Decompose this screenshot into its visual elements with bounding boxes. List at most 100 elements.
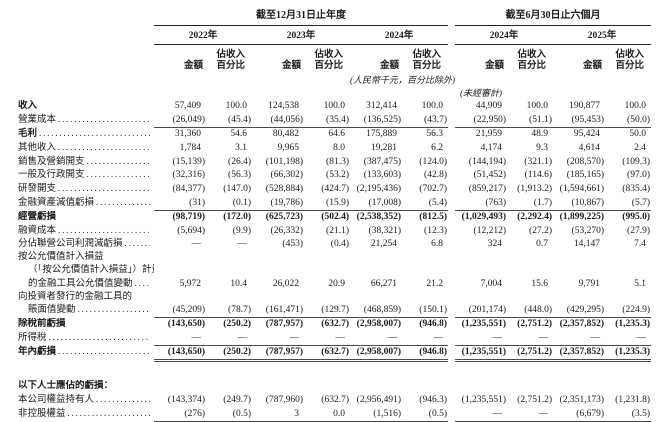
cell-value: (185,165): [566, 170, 604, 181]
cell-value: (1,235.3): [615, 319, 650, 330]
column-gap: [448, 264, 455, 277]
cell-value: —: [455, 406, 507, 422]
cell-value: [553, 264, 605, 277]
cell-value: (2,538,352): [356, 211, 401, 222]
cell-value: (27.9): [627, 225, 650, 236]
cell-value: [553, 251, 605, 264]
cell-value: 0.0: [304, 406, 350, 422]
cell-value: (143,374): [167, 394, 205, 405]
cell-value: —: [304, 331, 350, 346]
cell-value: (53,270): [571, 225, 604, 236]
cell-value: 21.2: [426, 278, 443, 289]
cell-value: (2,751.2): [517, 394, 552, 405]
cell-value: (50.0): [605, 112, 651, 128]
cell-value: 19,281: [370, 142, 397, 153]
cell-value: 57,409: [174, 101, 201, 111]
row-label: （「按公允價值計入損益」）計量: [28, 265, 154, 276]
cell-value: (78.7): [206, 303, 252, 319]
period-group-annual: 截至12月31日止年度: [154, 10, 448, 26]
cell-value: [507, 380, 553, 393]
cell-value: 14,147: [573, 239, 600, 250]
row-label: 研發開支: [18, 182, 154, 196]
spacer-cell: [18, 361, 651, 381]
cell-value: —: [206, 331, 252, 346]
year-column-2024-interim: 2024年: [455, 25, 553, 45]
cell-value: (429,295): [553, 303, 605, 319]
column-gap: [448, 155, 455, 169]
cell-value: 100.0: [624, 101, 646, 111]
cell-value: (66,302): [270, 170, 303, 181]
cell-value: (1,594,661): [559, 184, 604, 195]
cell-value: [252, 380, 304, 393]
column-gap: [448, 251, 455, 264]
cell-value: [252, 264, 304, 277]
cell-value: [206, 291, 252, 304]
table-row: （「按公允價值計入損益」）計量: [18, 264, 651, 277]
cell-value: 80,482: [272, 129, 299, 140]
cell-value: 44,909: [475, 101, 502, 111]
cell-value: (448.0): [507, 303, 553, 319]
dot-leader: [96, 196, 150, 208]
cell-value: [455, 380, 507, 393]
period-group-interim: 截至6月30日止六個月: [455, 10, 651, 26]
cell-value: 9,965: [277, 142, 299, 153]
table-row: 賬面值變動(45,209)(78.7)(161,471)(129.7)(468,…: [18, 303, 651, 319]
cell-value: (19,786): [252, 196, 304, 211]
cell-value: (224.9): [605, 303, 651, 319]
cell-value: (26,332): [270, 225, 303, 236]
cell-value: [350, 380, 402, 393]
cell-value: (35.4): [304, 112, 350, 128]
table-header: 截至12月31日止年度 截至6月30日止六個月 2022年 2023年 2024…: [18, 10, 651, 100]
cell-value: (2,958,007): [350, 345, 402, 363]
cell-value: (15,139): [172, 156, 205, 167]
cell-value: 100.0: [526, 101, 548, 111]
cell-value: —: [402, 331, 448, 346]
row-label: 毛利: [18, 127, 154, 141]
row-label: 向投資者發行的金融工具的: [18, 291, 133, 302]
table-row: 經營虧損 (98,719) (172.0) (625,723) (502.4) (2,53…: [18, 210, 651, 223]
cell-value: (1,231.8): [615, 394, 650, 405]
cell-value: (1,913.2): [517, 184, 552, 195]
dot-leader: [87, 168, 150, 180]
cell-value: (2,956,491): [356, 394, 401, 405]
cell-value: [350, 291, 402, 304]
cell-value: (787,957): [252, 345, 304, 363]
cell-value: (26,049): [154, 112, 206, 128]
cell-value: [154, 380, 206, 393]
cell-value: (12.3): [424, 225, 447, 236]
column-gap: [448, 331, 455, 345]
cell-value: 5,972: [179, 278, 201, 289]
cell-value: (276): [154, 406, 206, 422]
cell-value: 7.4: [634, 239, 646, 250]
cell-value: [507, 291, 553, 304]
cell-value: 56.3: [426, 129, 443, 140]
cell-value: (1,235,551): [455, 345, 507, 363]
table-row: 按公允價值計入損益: [18, 251, 651, 264]
subheader-amount: 金額: [582, 60, 602, 71]
cell-value: —: [237, 239, 248, 250]
cell-value: (468,859): [350, 303, 402, 319]
cell-value: (2,292.4): [517, 211, 552, 222]
cell-value: 26,022: [272, 278, 299, 289]
dot-leader: [78, 303, 150, 315]
cell-value: [402, 264, 448, 277]
cell-value: (1,235,551): [461, 319, 506, 330]
cell-value: (161,471): [252, 303, 304, 319]
cell-value: (15.9): [304, 196, 350, 211]
dot-leader: [49, 331, 150, 343]
cell-value: [402, 251, 448, 264]
column-gap: [448, 407, 455, 421]
column-gap: [448, 196, 455, 210]
subheader-amount: 金額: [484, 60, 504, 71]
cell-value: (0.1): [206, 196, 252, 211]
row-label: 所得稅: [18, 331, 154, 345]
cell-value: [507, 251, 553, 264]
dot-leader: [87, 155, 150, 167]
dot-leader: [125, 237, 150, 249]
row-label: 年內虧損: [18, 345, 154, 360]
column-gap: [448, 100, 455, 113]
dot-leader: [58, 141, 150, 153]
column-gap: [448, 291, 455, 304]
cell-value: (995.0): [622, 211, 650, 222]
